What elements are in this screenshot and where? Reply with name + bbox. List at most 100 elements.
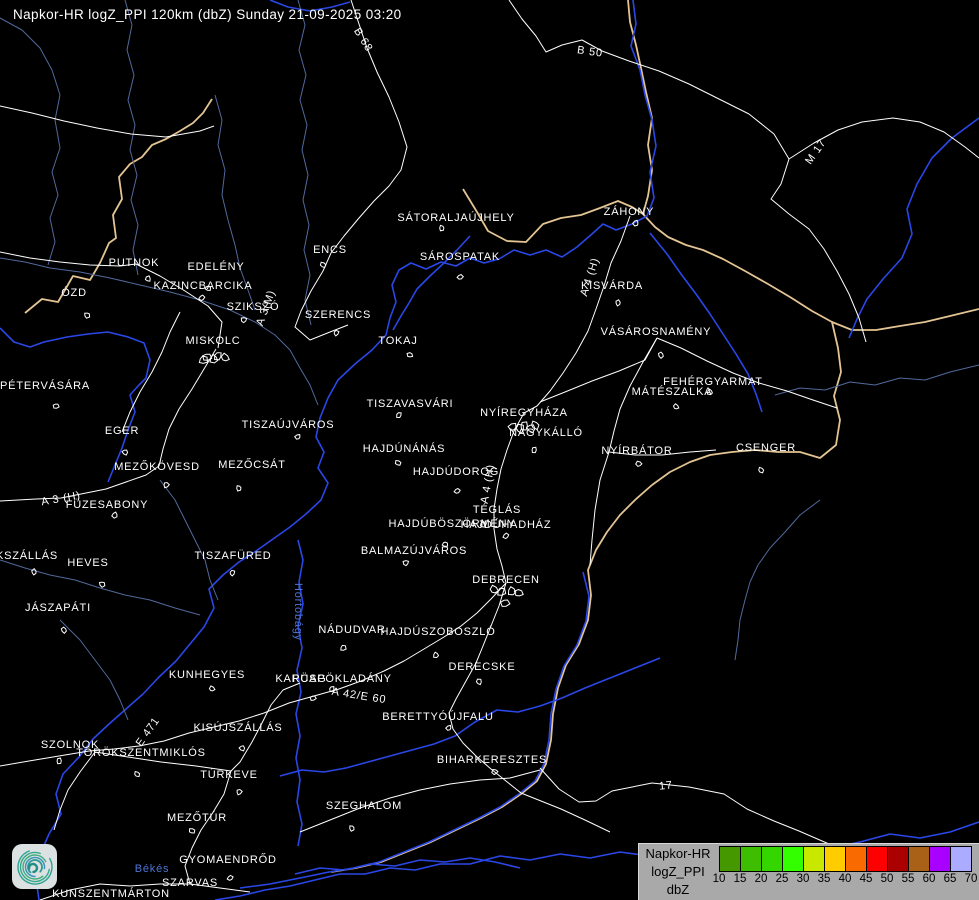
legend-tick-label: 15 — [733, 873, 747, 885]
legend-tick-label: 55 — [901, 873, 915, 885]
town-outline-marker — [513, 589, 524, 597]
road-path — [448, 582, 611, 833]
river-path — [35, 0, 657, 900]
town-outline-marker — [615, 299, 621, 307]
border-path — [642, 213, 979, 331]
legend-color-bar — [719, 846, 972, 872]
town-outline-marker — [226, 874, 234, 881]
legend-color-swatch — [762, 847, 783, 871]
legend-color-swatch — [825, 847, 846, 871]
road-path — [94, 682, 301, 772]
town-outline-marker — [204, 285, 212, 291]
city-label: BALMAZÚJVÁROS — [360, 545, 468, 557]
city-label: SZEGHALOM — [325, 800, 403, 812]
city-label: KUNHEGYES — [168, 669, 246, 681]
town-outline-marker — [98, 581, 106, 588]
city-label: KISÚJSZÁLLÁS — [193, 722, 283, 734]
stream-path — [59, 619, 129, 721]
town-outline-marker — [394, 459, 402, 466]
town-outline-marker — [502, 532, 510, 540]
town-outline-marker — [309, 695, 317, 701]
city-label: NAGYKÁLLÓ — [509, 427, 583, 439]
town-outline-marker — [349, 825, 355, 832]
water-label: Békés — [134, 863, 170, 875]
legend-tick-label: 30 — [796, 873, 810, 885]
legend-tick-label: 70 — [964, 873, 978, 885]
river-path — [848, 117, 979, 339]
town-outline-marker — [520, 421, 528, 431]
city-label: TÚRKEVE — [200, 769, 258, 781]
town-outline-marker — [333, 329, 340, 337]
stream-path — [0, 559, 201, 616]
city-label: KAZINCBARCIKA — [153, 280, 253, 292]
road-label: 17 — [658, 779, 674, 793]
legend-radar-name: Napkor-HR — [645, 846, 711, 861]
city-label: MEZŐKÖVESD — [114, 461, 200, 473]
legend-tick-label: 40 — [838, 873, 852, 885]
city-label: KSZÁLLÁS — [0, 550, 59, 562]
road-path — [539, 337, 658, 403]
town-outline-marker — [453, 487, 461, 494]
town-outline-marker — [198, 355, 209, 364]
city-label: TISZAFÜRED — [194, 550, 272, 562]
spiral-swirl-icon — [17, 849, 53, 885]
town-outline-marker — [396, 412, 402, 419]
city-label: SZOLNOK — [40, 739, 100, 751]
legend-tick-label: 65 — [943, 873, 957, 885]
legend-tick-label: 10 — [712, 873, 726, 885]
city-markers — [31, 219, 765, 881]
town-outline-marker — [439, 224, 445, 232]
road-path — [53, 751, 96, 831]
city-label: TISZAVASVÁRI — [366, 398, 454, 410]
city-label: NYÍRBÁTOR — [601, 445, 673, 457]
road-path — [589, 451, 610, 566]
river-path — [294, 857, 521, 875]
town-outline-marker — [240, 317, 248, 324]
stream-paths — [0, 0, 979, 721]
city-label: DEBRECEN — [472, 574, 540, 586]
city-label: SZIKSZÓ — [226, 301, 280, 313]
city-label: FEHÉRGYARMAT — [663, 376, 763, 388]
city-label: KISVÁRDA — [580, 280, 644, 292]
legend-color-swatch — [846, 847, 867, 871]
road-path — [121, 311, 181, 433]
legend-unit-label: dbZ — [666, 882, 690, 897]
town-outline-marker — [531, 446, 537, 454]
legend-color-swatch — [804, 847, 825, 871]
town-outline-marker — [134, 770, 141, 778]
stream-path — [297, 0, 312, 326]
town-outline-marker — [121, 449, 129, 456]
town-outline-marker — [406, 352, 414, 358]
river-path — [649, 232, 763, 413]
city-label: SZERENCS — [304, 309, 372, 321]
town-outline-marker — [475, 678, 482, 686]
city-label: VÁSÁROSNAMÉNY — [600, 326, 712, 338]
town-outline-marker — [444, 724, 452, 731]
city-label: CSENGER — [736, 442, 796, 454]
legend-product-name: logZ_PPI — [651, 864, 705, 879]
town-outline-marker — [229, 569, 236, 577]
town-outline-marker — [188, 828, 196, 834]
town-outline-marker — [499, 599, 511, 607]
legend-tick-labels: 10 15 20 25 30 35 40 45 50 55 60 65 70 — [713, 873, 979, 889]
town-outline-marker — [294, 434, 301, 440]
road-label: A 42/E 60 — [330, 685, 388, 707]
town-outline-marker — [489, 584, 499, 594]
water-label: Hortobágy — [292, 583, 304, 641]
city-label: BIHARKERESZTES — [436, 754, 548, 766]
legend-tick-label: 60 — [922, 873, 936, 885]
city-label: GYOMAENDRŐD — [179, 854, 277, 866]
city-label: HAJDÚDOROG — [412, 466, 500, 478]
border-path — [462, 0, 653, 243]
road-path — [656, 337, 838, 409]
city-label: EGER — [104, 425, 140, 437]
dbz-legend: Napkor-HR logZ_PPI dbZ 10 15 20 25 30 35 40 45 5… — [638, 843, 979, 900]
town-outline-marker — [209, 353, 219, 364]
city-label: JÁSZAPÁTI — [25, 602, 91, 614]
city-label: TOKAJ — [378, 335, 418, 347]
river-path — [392, 235, 471, 331]
